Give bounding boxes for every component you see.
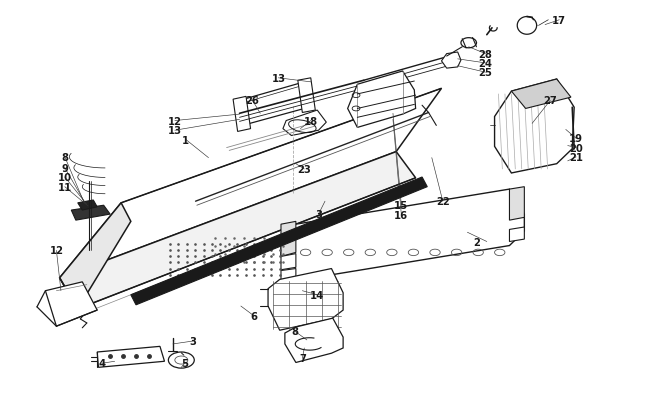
Text: 6: 6 bbox=[250, 311, 257, 321]
Text: 2: 2 bbox=[474, 237, 480, 247]
Text: 3: 3 bbox=[189, 336, 196, 346]
Text: 25: 25 bbox=[478, 68, 493, 78]
Polygon shape bbox=[495, 80, 574, 173]
Text: 11: 11 bbox=[58, 182, 72, 192]
Text: 16: 16 bbox=[395, 210, 408, 220]
Polygon shape bbox=[281, 254, 296, 270]
Polygon shape bbox=[60, 89, 441, 278]
Polygon shape bbox=[131, 177, 427, 305]
Polygon shape bbox=[98, 347, 164, 367]
Text: 24: 24 bbox=[478, 59, 493, 69]
Polygon shape bbox=[78, 200, 98, 211]
Polygon shape bbox=[60, 203, 131, 309]
Text: 5: 5 bbox=[181, 358, 188, 369]
Text: 28: 28 bbox=[478, 49, 493, 60]
Polygon shape bbox=[268, 269, 343, 330]
Polygon shape bbox=[512, 80, 571, 109]
Polygon shape bbox=[510, 187, 525, 221]
Text: 8: 8 bbox=[291, 326, 298, 336]
Text: 3: 3 bbox=[315, 209, 322, 220]
Polygon shape bbox=[283, 111, 326, 136]
Text: 7: 7 bbox=[299, 354, 305, 364]
Polygon shape bbox=[46, 282, 98, 326]
Text: 10: 10 bbox=[58, 173, 72, 183]
Polygon shape bbox=[285, 318, 343, 362]
Text: 17: 17 bbox=[552, 16, 566, 26]
Text: 23: 23 bbox=[298, 164, 311, 175]
Polygon shape bbox=[510, 228, 525, 242]
Text: 4: 4 bbox=[98, 358, 105, 369]
Text: 1: 1 bbox=[182, 135, 189, 145]
Text: 8: 8 bbox=[61, 152, 68, 162]
Text: 14: 14 bbox=[310, 290, 324, 300]
Text: 26: 26 bbox=[246, 96, 259, 106]
Text: 13: 13 bbox=[272, 74, 285, 83]
Text: 9: 9 bbox=[61, 163, 68, 173]
Text: 21: 21 bbox=[569, 152, 583, 162]
Polygon shape bbox=[281, 190, 525, 281]
Polygon shape bbox=[60, 152, 415, 309]
Polygon shape bbox=[441, 53, 461, 69]
Text: 15: 15 bbox=[395, 201, 408, 211]
Polygon shape bbox=[348, 72, 415, 128]
Text: 18: 18 bbox=[304, 116, 318, 126]
Text: 13: 13 bbox=[168, 126, 182, 136]
Text: 27: 27 bbox=[543, 96, 557, 106]
Text: 12: 12 bbox=[49, 246, 64, 256]
Polygon shape bbox=[298, 79, 315, 113]
Polygon shape bbox=[281, 269, 296, 283]
Text: 12: 12 bbox=[168, 116, 182, 126]
Text: 19: 19 bbox=[569, 134, 583, 144]
Polygon shape bbox=[281, 222, 296, 257]
Polygon shape bbox=[233, 97, 250, 132]
Polygon shape bbox=[72, 206, 110, 221]
Text: 20: 20 bbox=[569, 143, 583, 153]
Text: 22: 22 bbox=[436, 197, 450, 207]
